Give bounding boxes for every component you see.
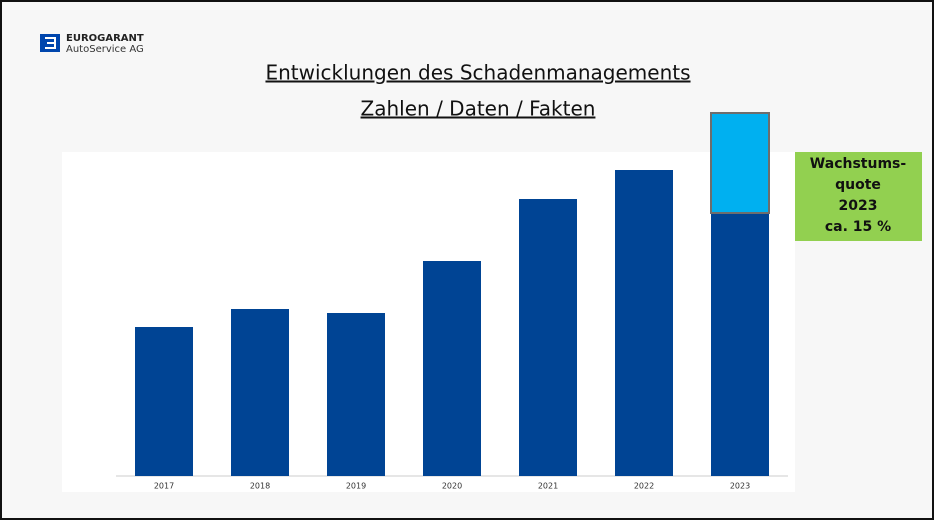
x-tick-label: 2019 [346,482,366,491]
x-tick-label: 2022 [634,482,654,491]
chart-title: Entwicklungen des Schadenmanagements [265,61,690,85]
annotation-box [795,152,922,241]
annotation-text: 2023 [839,198,878,214]
bar [710,112,770,214]
annotation-text: Wachstums- [810,156,907,172]
logo-subtitle: AutoService AG [66,44,144,55]
bar [423,261,481,476]
x-tick-label: 2020 [442,482,462,491]
bar [711,213,769,476]
bar [615,170,673,476]
x-tick-label: 2017 [154,482,174,491]
x-tick-label: 2021 [538,482,558,491]
annotation-text: quote [835,177,881,193]
x-tick-label: 2018 [250,482,270,491]
bar [231,309,289,476]
chart-subtitle: Zahlen / Daten / Fakten [361,97,596,121]
logo-glyph [45,37,56,49]
x-tick-label: 2023 [730,482,750,491]
bar [519,199,577,476]
bar [135,327,193,476]
annotation-text: ca. 15 % [825,219,891,235]
logo-name: EUROGARANT [66,33,144,44]
bar [327,313,385,476]
